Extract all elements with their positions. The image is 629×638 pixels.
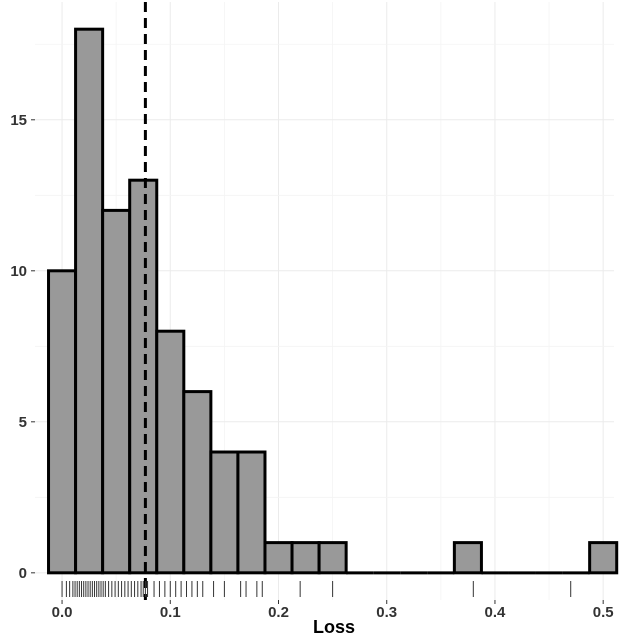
- histogram-bars: [47, 27, 619, 575]
- histogram-bar: [74, 27, 105, 575]
- x-tick-label: 0.5: [593, 604, 614, 621]
- histogram-bar: [155, 329, 186, 575]
- histogram-bar: [209, 450, 240, 575]
- histogram-bar: [263, 541, 294, 575]
- histogram-bar: [101, 208, 132, 575]
- x-tick-label: 0.2: [268, 604, 289, 621]
- x-tick-label: 0.4: [485, 604, 507, 621]
- x-axis-title: Loss: [313, 617, 355, 637]
- y-tick-label: 5: [19, 414, 27, 431]
- histogram-bar: [452, 541, 483, 575]
- y-tick-label: 0: [19, 565, 27, 582]
- histogram-bar: [317, 541, 348, 575]
- x-tick-label: 0.1: [160, 604, 181, 621]
- rug-marks: [61, 581, 572, 597]
- histogram-bar: [290, 541, 321, 575]
- x-axis-ticks: 0.0 0.1 0.2 0.3 0.4 0.5: [52, 600, 614, 621]
- histogram-bar: [47, 269, 78, 575]
- histogram-bar: [128, 178, 159, 575]
- x-tick-label: 0.0: [52, 604, 73, 621]
- histogram-bar: [182, 390, 213, 575]
- y-tick-label: 15: [10, 112, 27, 129]
- x-tick-label: 0.3: [376, 604, 397, 621]
- y-axis-ticks: 0 5 10 15: [10, 112, 35, 582]
- histogram-bar: [236, 450, 267, 575]
- histogram-bar: [588, 541, 619, 575]
- y-tick-label: 10: [10, 263, 27, 280]
